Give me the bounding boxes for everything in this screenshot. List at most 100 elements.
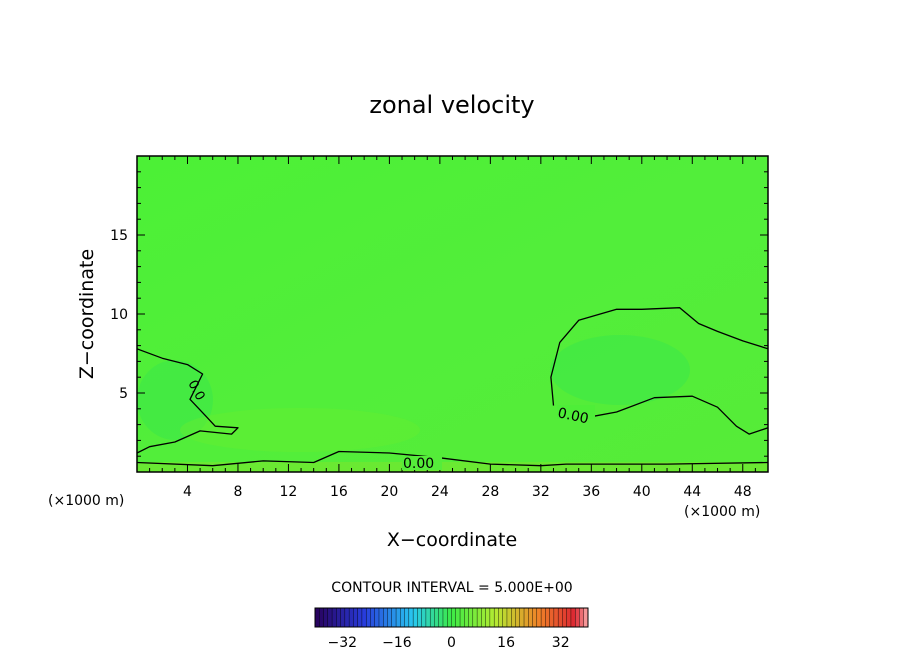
colorbar-cell: [545, 607, 551, 628]
x-tick-label: 36: [582, 484, 600, 500]
x-tick-label: 44: [683, 484, 701, 500]
colorbar-cell: [391, 607, 397, 628]
colorbar-cell: [459, 607, 465, 628]
colorbar-cell: [357, 607, 363, 628]
contour-lines: [137, 307, 768, 467]
field-shade-mid: [180, 408, 420, 452]
colorbar-cell: [562, 607, 568, 628]
zero-contour-3: [559, 395, 768, 435]
colorbar-cell: [425, 607, 431, 628]
colorbar-cell: [383, 607, 389, 628]
colorbar-cell: [532, 607, 538, 628]
contour-label-bottom: 0.00: [403, 456, 434, 472]
velocity-field: [137, 156, 768, 472]
colorbar-cell: [511, 607, 516, 628]
colorbar-cell: [374, 607, 380, 628]
colorbar-cell: [353, 607, 359, 628]
x-tick-label: 12: [280, 484, 298, 500]
x-tick-label: 8: [233, 484, 242, 500]
colorbar: −32 −16 0 16 32: [314, 607, 589, 651]
colorbar-cell: [395, 607, 401, 628]
colorbar-cell: [323, 607, 329, 628]
colorbar-cell: [327, 607, 333, 628]
colorbar-cell: [365, 607, 371, 628]
colorbar-cell: [498, 607, 504, 628]
colorbar-cell: [404, 607, 410, 628]
colorbar-cell: [417, 607, 423, 628]
colorbar-cell: [348, 607, 354, 628]
field-shade-right: [550, 335, 690, 405]
colorbar-cell: [523, 607, 529, 628]
chart-title: zonal velocity: [369, 91, 534, 119]
colorbar-tick-label: −16: [382, 635, 412, 651]
colorbar-cell: [331, 607, 337, 628]
x-tick-label: 32: [532, 484, 550, 500]
colorbar-cell: [340, 607, 346, 628]
zero-contour-4: [137, 450, 768, 467]
colorbar-cell: [412, 607, 418, 628]
x-axis-label: X−coordinate: [387, 529, 517, 551]
colorbar-cell: [536, 607, 542, 628]
y-tick-label: 5: [119, 386, 128, 402]
colorbar-cell: [528, 607, 534, 628]
colorbar-cell: [489, 607, 495, 628]
colorbar-cell: [464, 607, 470, 628]
colorbar-cell: [336, 607, 342, 628]
colorbar-cell: [370, 607, 376, 628]
contour-label-right: 0.00: [556, 405, 590, 427]
y-tick-label: 15: [110, 228, 128, 244]
x-unit-left: (×1000 m): [48, 493, 124, 509]
colorbar-cell: [468, 607, 474, 628]
colorbar-frame: [314, 607, 589, 628]
colorbar-cell: [438, 607, 444, 628]
colorbar-cell: [455, 607, 461, 628]
x-tick-label: 48: [734, 484, 752, 500]
colorbar-cell: [502, 607, 508, 628]
colorbar-cell: [451, 607, 457, 628]
colorbar-cell: [570, 607, 576, 628]
colorbar-cell: [319, 607, 325, 628]
colorbar-tick-label: −32: [328, 635, 358, 651]
colorbar-cell: [476, 607, 482, 628]
colorbar-cell: [575, 607, 580, 628]
colorbar-cell: [515, 607, 521, 628]
colorbar-cell: [378, 607, 384, 628]
colorbar-cell: [485, 607, 491, 628]
zero-contour-2: [550, 307, 768, 406]
colorbar-cell: [429, 607, 435, 628]
x-tick-label: 24: [431, 484, 449, 500]
x-tick-label: 20: [380, 484, 398, 500]
colorbar-cell: [566, 607, 572, 628]
colorbar-cell: [400, 607, 406, 628]
colorbar-cell: [314, 607, 320, 628]
x-tick-label: 40: [633, 484, 651, 500]
field-shade-bottom: [137, 462, 768, 472]
colorbar-cell: [553, 607, 559, 628]
colorbar-cell: [472, 607, 478, 628]
colorbar-tick-label: 32: [552, 635, 570, 651]
colorbar-cell: [549, 607, 555, 628]
field-shade-left: [137, 360, 213, 440]
colorbar-cell: [557, 607, 563, 628]
colorbar-cell: [434, 607, 440, 628]
colorbar-cell: [344, 607, 350, 628]
colorbar-cell: [447, 607, 453, 628]
y-axis-label: Z−coordinate: [76, 249, 98, 379]
zero-contour-1: [137, 348, 239, 454]
x-tick-label: 28: [481, 484, 499, 500]
y-tick-label: 10: [110, 307, 128, 323]
contour-interval-label: CONTOUR INTERVAL = 5.000E+00: [331, 580, 572, 596]
x-tick-label: 16: [330, 484, 348, 500]
colorbar-cell: [506, 607, 512, 628]
colorbar-cell: [361, 607, 367, 628]
colorbar-cell: [493, 607, 499, 628]
colorbar-cell: [442, 607, 448, 628]
x-unit-right: (×1000 m): [684, 504, 760, 520]
colorbar-cell: [519, 607, 525, 628]
colorbar-cell: [481, 607, 487, 628]
plot-area: [137, 156, 768, 472]
x-tick-label: 4: [183, 484, 192, 500]
colorbar-cell: [421, 607, 427, 628]
